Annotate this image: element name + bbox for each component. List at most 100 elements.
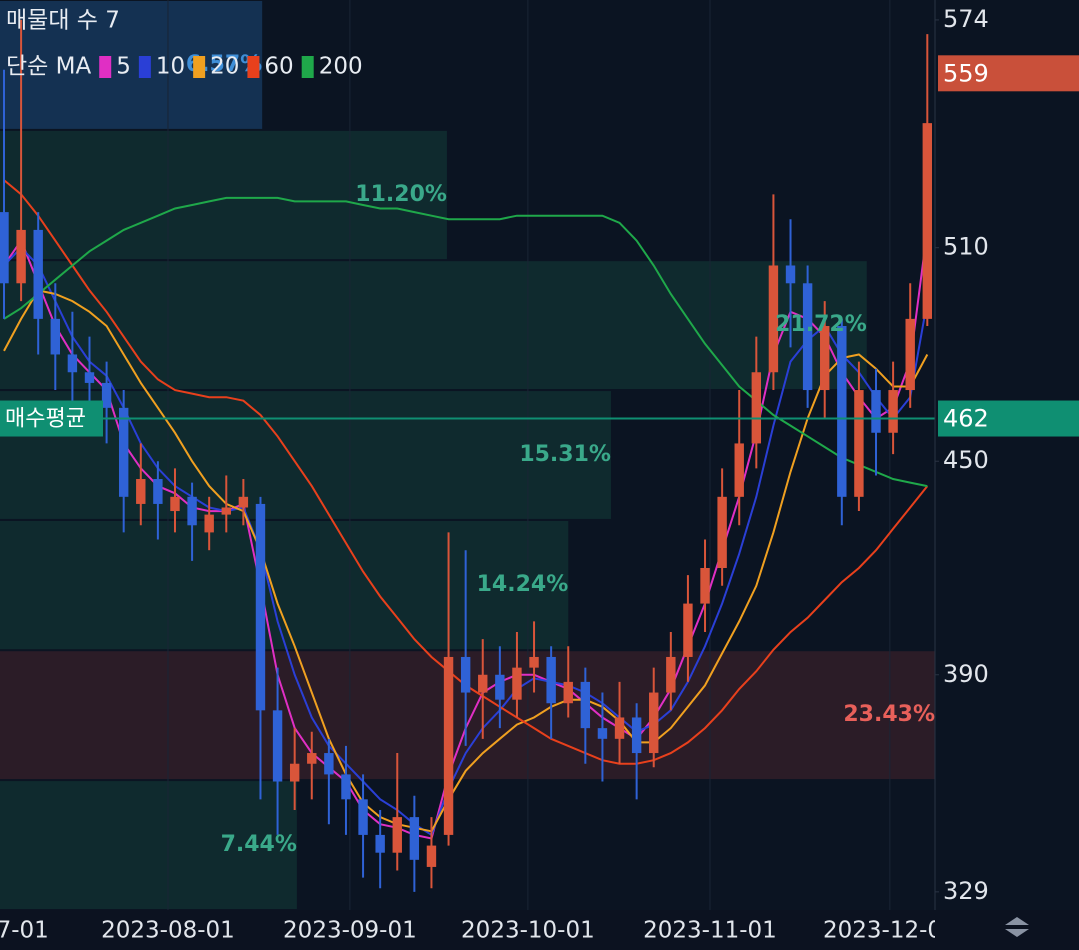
volume-zone-label: 21.72% <box>775 312 867 337</box>
candle-body <box>700 567 710 604</box>
candle-body <box>50 318 60 355</box>
volume-zone <box>0 520 569 650</box>
candle-body <box>443 656 454 835</box>
candle-body <box>187 496 197 526</box>
legend-swatch <box>193 56 206 78</box>
candle-body <box>683 603 693 657</box>
overlay: 7.44%23.43%14.24%15.31%21.72%11.20%6.57%… <box>0 52 935 857</box>
volume-zone-label: 11.20% <box>355 182 447 207</box>
candle-body <box>529 656 539 668</box>
candle-body <box>580 681 591 729</box>
y-tick-label: 574 <box>943 5 989 33</box>
candle-body <box>546 656 556 704</box>
scroll-up-icon[interactable] <box>1005 917 1029 925</box>
x-tick-label: 2023-12-01 <box>823 918 957 944</box>
candle-body <box>136 479 146 504</box>
y-tick-label: 390 <box>943 660 989 688</box>
ma-line <box>3 196 928 488</box>
candle-body <box>409 817 420 860</box>
current-price-bg <box>938 55 1079 92</box>
candle-body <box>101 382 112 408</box>
candle-body <box>802 283 813 391</box>
current-price: 559 <box>943 59 989 87</box>
candles <box>0 19 933 892</box>
y-tick-label: 450 <box>943 446 989 474</box>
legend-label: 5 <box>116 54 131 80</box>
chart-title: 매물대 수 7 <box>6 8 120 34</box>
candle-body <box>238 496 249 508</box>
buy-average-tag: 매수평균 <box>5 407 86 432</box>
candle-body <box>392 817 402 853</box>
candle-body <box>67 354 78 373</box>
candle-body <box>734 443 744 497</box>
candle-body <box>272 710 283 782</box>
candle-body <box>33 229 43 319</box>
candle-body <box>204 514 214 533</box>
candle-body <box>118 407 129 497</box>
candle-body <box>905 318 915 391</box>
candle-body <box>837 325 847 497</box>
volume-zone <box>0 781 297 909</box>
candle-body <box>16 229 26 284</box>
candle-body <box>751 372 762 444</box>
grid <box>167 0 891 910</box>
candle-body <box>221 507 231 515</box>
x-tick-label: 2023-08-01 <box>101 918 235 944</box>
legend-title: 단순 MA <box>6 54 91 80</box>
candle-body <box>597 728 608 739</box>
scroll-down-icon[interactable] <box>1005 929 1029 937</box>
candle-body <box>289 763 300 782</box>
x-tick-label: 2023-11-01 <box>643 918 777 944</box>
y-tick-label: 329 <box>943 877 989 905</box>
candle-body <box>84 372 95 383</box>
candle-body <box>307 753 317 764</box>
x-tick-label: 2023-09-01 <box>283 918 417 944</box>
candle-body <box>631 717 642 754</box>
ma-line <box>3 289 929 833</box>
legend-label: 10 <box>156 54 185 80</box>
candle-body <box>426 845 437 867</box>
buy-average-price: 462 <box>943 405 989 433</box>
legend-swatch <box>138 56 151 78</box>
candle-body <box>478 674 488 693</box>
candle-body <box>614 717 625 739</box>
candle-body <box>512 667 522 700</box>
buy-average-price-bg <box>938 400 1079 437</box>
candle-body <box>922 123 933 319</box>
volume-zone-label: 15.31% <box>519 442 611 467</box>
candle-body <box>820 325 830 391</box>
candle-body <box>255 503 266 711</box>
candle-body <box>170 496 180 512</box>
candle-body <box>375 834 385 853</box>
candle-body <box>324 753 334 775</box>
candle-body <box>768 265 779 373</box>
volume-zone <box>0 1 263 129</box>
legend-swatch <box>247 56 260 78</box>
candle-body <box>358 799 368 835</box>
y-axis: 329 390 450 510 574 <box>935 5 989 905</box>
candle-body <box>563 681 573 704</box>
x-tick-label: 2023-07-01 <box>0 918 49 944</box>
candle-body <box>854 390 864 497</box>
candle-body <box>460 656 471 693</box>
volume-zone-label: 14.24% <box>477 572 569 597</box>
legend-label: 60 <box>264 54 293 80</box>
x-tick-label: 2023-10-01 <box>461 918 595 944</box>
legend: 단순 MA 5 10 20 60 200 <box>6 54 363 80</box>
legend-swatch <box>301 56 314 78</box>
volume-zone-label: 23.43% <box>843 702 935 727</box>
candle-body <box>495 674 505 700</box>
volume-profile <box>0 1 935 909</box>
volume-zone <box>0 261 867 390</box>
candle-body <box>785 265 796 284</box>
volume-zone <box>0 130 447 260</box>
buy-average-tag-bg <box>0 400 103 437</box>
legend-label: 20 <box>210 54 239 80</box>
candle-body <box>717 496 727 568</box>
x-axis: 2023-07-01 2023-08-01 2023-09-01 2023-10-01… <box>0 918 957 944</box>
volume-zone-label: 7.44% <box>221 832 297 857</box>
candle-body <box>341 774 351 800</box>
legend-swatch <box>99 56 112 78</box>
candle-body <box>666 656 676 693</box>
candle-body <box>153 479 163 504</box>
